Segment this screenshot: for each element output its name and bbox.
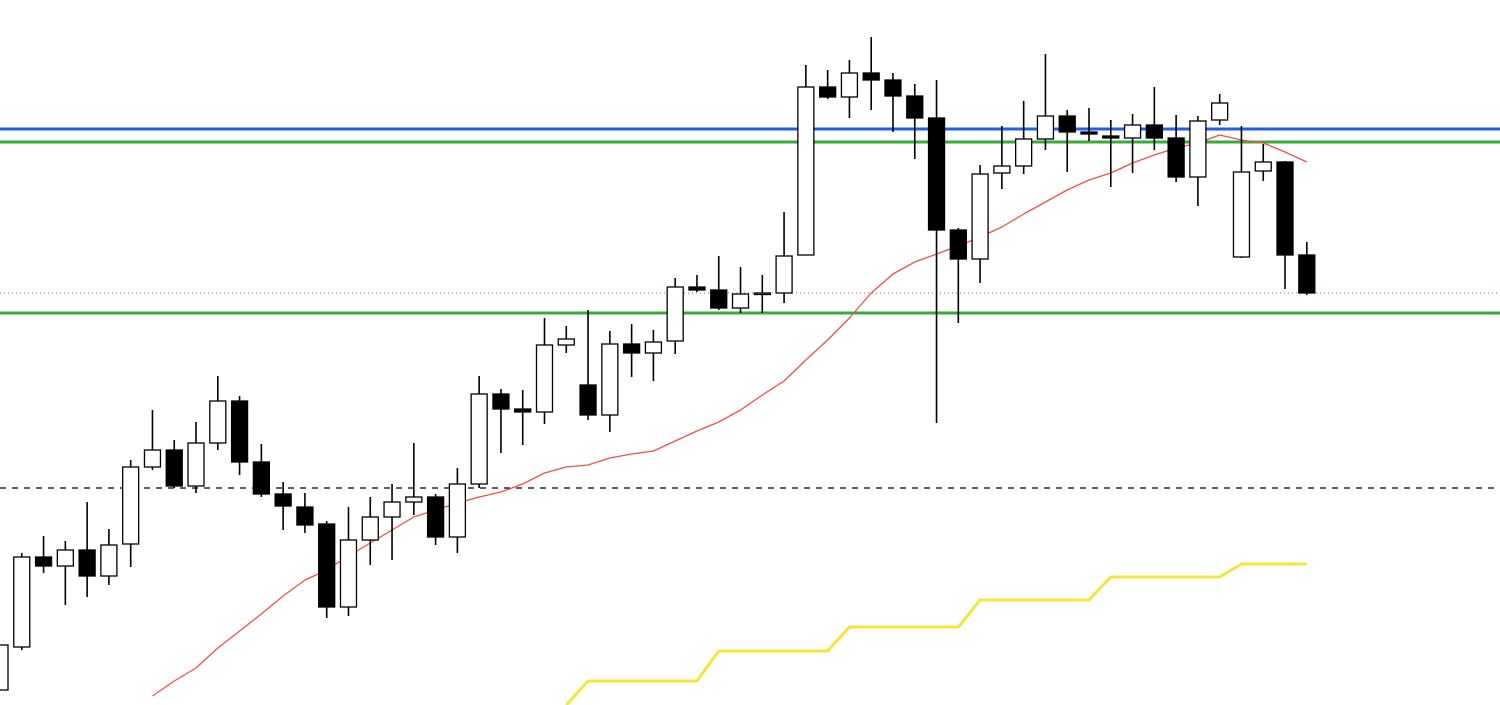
candle-body — [927, 117, 946, 231]
candle-body — [187, 442, 205, 487]
candle-body — [906, 95, 924, 119]
candle-body — [143, 449, 162, 468]
candle-body — [274, 493, 292, 507]
candle-body — [1276, 161, 1294, 256]
candle-body — [13, 556, 31, 648]
candle-body — [535, 344, 554, 413]
candle-body — [644, 341, 663, 354]
candle-body — [470, 393, 488, 485]
candle-body — [840, 72, 859, 98]
candle-body — [993, 165, 1011, 174]
candle-body — [775, 255, 793, 294]
candle-body — [514, 408, 532, 413]
candle-body — [1102, 135, 1120, 139]
candle-body — [1254, 161, 1272, 172]
indicator-line — [152, 134, 1308, 697]
candle-body — [601, 343, 619, 416]
candle-body — [753, 292, 771, 296]
indicator-line — [565, 562, 1307, 705]
candle-body — [557, 338, 575, 346]
candle-body — [1123, 124, 1142, 139]
candle-body — [34, 556, 53, 567]
candle-body — [1036, 115, 1055, 140]
candle-body — [230, 400, 249, 463]
candle-body — [731, 293, 750, 309]
candle-body — [448, 483, 467, 538]
candle-body — [56, 549, 74, 567]
candle-body — [318, 523, 336, 608]
candle-body — [1167, 137, 1185, 178]
candle-body — [622, 343, 641, 354]
candle-body — [710, 289, 728, 309]
candle-body — [209, 400, 227, 444]
candle-body — [0, 644, 9, 691]
candle-body — [296, 506, 314, 526]
candle-body — [971, 173, 989, 260]
candle-body — [949, 229, 967, 260]
candle-body — [666, 286, 684, 342]
candle-body — [361, 516, 379, 541]
candle-body — [1145, 124, 1163, 139]
candle-body — [1189, 120, 1207, 178]
candle-body — [688, 286, 706, 291]
candle-body — [252, 461, 271, 495]
candle-body — [862, 72, 880, 81]
candle-body — [100, 544, 118, 577]
candle-body — [78, 549, 96, 577]
candle-body — [1298, 254, 1316, 294]
candle-body — [797, 86, 815, 256]
candle-body — [1015, 138, 1033, 167]
candle-body — [818, 86, 837, 98]
candle-body — [1232, 171, 1251, 258]
candle-body — [426, 496, 445, 538]
candle-body — [405, 496, 423, 503]
candle-body — [339, 539, 358, 608]
candle-body — [1211, 102, 1229, 121]
candle-body — [122, 466, 140, 545]
candle-body — [383, 501, 401, 518]
candle-body — [884, 79, 902, 97]
candle-body — [1080, 131, 1098, 135]
candle-body — [165, 449, 183, 487]
candle-body — [579, 384, 597, 416]
candle-body — [492, 393, 510, 410]
candle-body — [1058, 115, 1076, 133]
